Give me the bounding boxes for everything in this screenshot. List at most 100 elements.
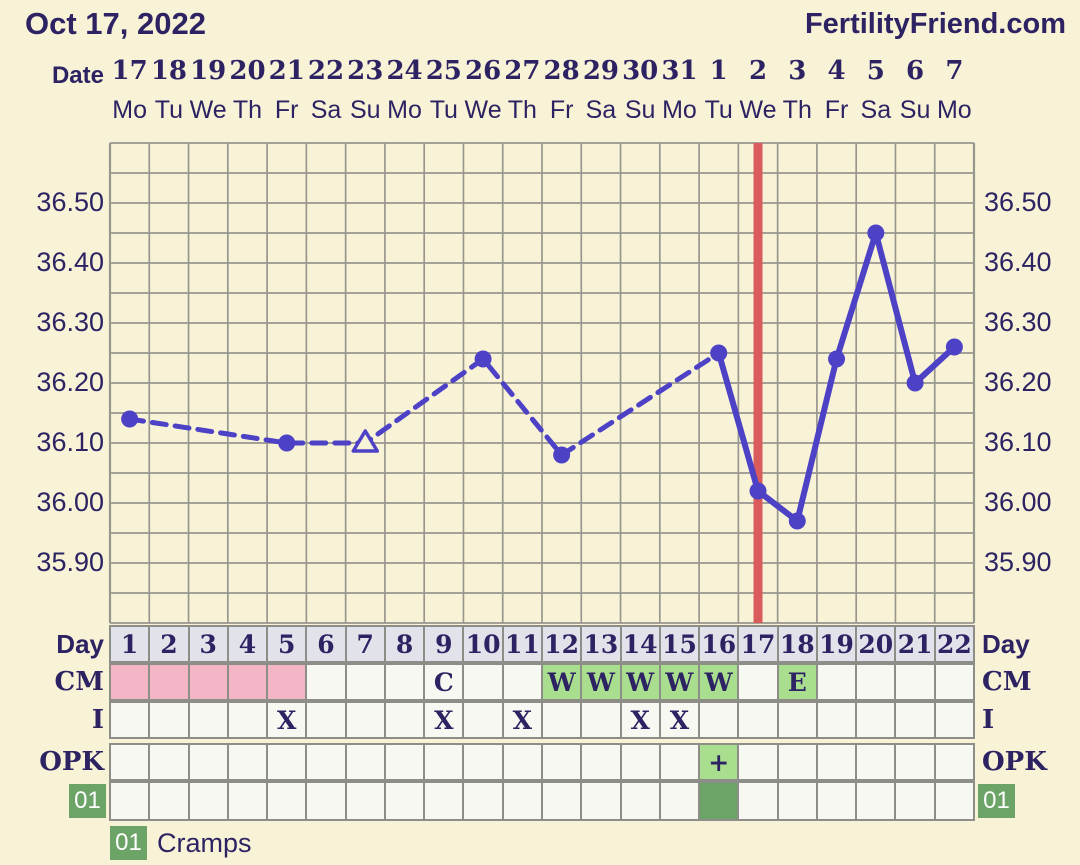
temp-point: [474, 350, 492, 368]
row-label-opk: OPK: [982, 747, 1047, 777]
cm-cell: W: [619, 663, 661, 701]
cm-cell: [462, 663, 504, 701]
opk-cell: [580, 743, 622, 781]
opk-cell: [658, 743, 701, 781]
opk-cell: [501, 743, 543, 781]
date-cell: 22: [307, 56, 345, 86]
day-cell: 10: [462, 625, 504, 663]
cm-cell: [383, 663, 426, 701]
custom-symbol-cell: [698, 781, 740, 821]
cm-cell: W: [698, 663, 740, 701]
intercourse-cell: [855, 701, 897, 739]
date-cell: 23: [347, 56, 384, 86]
custom-symbol-cell: [226, 781, 269, 821]
custom-symbol-cell: [933, 781, 975, 821]
legend-label: Cramps: [157, 827, 252, 858]
estimated-temp-marker: [351, 429, 380, 453]
temp-point: [867, 224, 885, 242]
temp-point: [121, 410, 139, 428]
date-cell: 19: [190, 56, 227, 86]
date-cell: 25: [425, 56, 462, 86]
date-cell: 17: [111, 56, 148, 86]
intercourse-cell: [737, 701, 779, 739]
weekday-cell: Sa: [310, 96, 342, 124]
weekday-cell: Mo: [387, 96, 422, 124]
custom-symbol-cell: [580, 781, 622, 821]
opk-cell: [894, 743, 936, 781]
day-cell: 22: [933, 625, 975, 663]
custom-symbol-cell: [344, 781, 386, 821]
opk-cell: [226, 743, 269, 781]
date-cell: 3: [788, 56, 807, 86]
cm-cell: W: [658, 663, 701, 701]
temp-point: [828, 350, 846, 368]
weekday-cell: Sa: [860, 96, 892, 124]
custom-symbol-cell: [737, 781, 779, 821]
row-label-opk: OPK: [39, 747, 104, 777]
weekday-cell: Sa: [585, 96, 617, 124]
row-label-i: I: [982, 705, 995, 735]
chart-date-title: Oct 17, 2022: [25, 6, 206, 41]
y-tick-label-left: 36.50: [36, 187, 104, 217]
day-cell: 15: [658, 625, 701, 663]
intercourse-cell: [580, 701, 622, 739]
y-tick-label-right: 36.30: [984, 307, 1052, 337]
date-cell: 27: [504, 56, 541, 86]
row-label-i: I: [91, 705, 104, 735]
cm-cell: [266, 663, 308, 701]
opk-cell: [776, 743, 818, 781]
day-cell: 17: [737, 625, 779, 663]
custom-symbol-cell: [462, 781, 504, 821]
cm-cell: [933, 663, 975, 701]
intercourse-cell: [383, 701, 426, 739]
temp-line-dashed: [127, 350, 722, 458]
weekday-cell: Mo: [936, 96, 972, 124]
weekday-cell: Tu: [154, 96, 184, 124]
custom-symbol-cell: [894, 781, 936, 821]
opk-cell: [187, 743, 229, 781]
weekday-cell: Mo: [112, 96, 147, 124]
temp-point: [278, 434, 296, 452]
custom-symbol-cell: [423, 781, 465, 821]
day-cell: 21: [894, 625, 936, 663]
weekday-cell: Su: [349, 96, 381, 124]
cm-cell: [226, 663, 269, 701]
intercourse-cell: [541, 701, 583, 739]
cm-cell: [148, 663, 190, 701]
opk-cell: [383, 743, 426, 781]
intercourse-cell: X: [423, 701, 465, 739]
intercourse-cell: [933, 701, 975, 739]
legend-symbol-badge: 01: [110, 826, 147, 860]
date-cell: 21: [268, 56, 305, 86]
opk-cell: [541, 743, 583, 781]
row-label-cm: CM: [54, 667, 104, 697]
day-cell: 16: [698, 625, 740, 663]
intercourse-cell: [305, 701, 347, 739]
intercourse-cell: [776, 701, 818, 739]
date-cell: 5: [866, 56, 885, 86]
opk-cell: [462, 743, 504, 781]
date-cell: 18: [150, 56, 187, 86]
temp-point: [945, 338, 963, 356]
temp-point: [553, 446, 571, 464]
day-cell: 6: [305, 625, 347, 663]
opk-cell: +: [698, 743, 740, 781]
weekday-cell: Fr: [824, 96, 849, 124]
y-tick-label-left: 36.40: [36, 247, 104, 277]
y-tick-label-left: 36.10: [36, 427, 104, 457]
date-cell: 31: [661, 56, 698, 86]
custom-symbol-cell: [305, 781, 347, 821]
day-cell: 20: [855, 625, 897, 663]
date-cell: 24: [386, 56, 423, 86]
opk-cell: [344, 743, 386, 781]
weekday-cell: We: [739, 96, 777, 124]
opk-cell: [305, 743, 347, 781]
date-cell: 1: [709, 56, 728, 86]
date-cell: 29: [582, 56, 619, 86]
weekday-cell: Su: [899, 96, 931, 124]
y-tick-label-left: 36.20: [36, 367, 104, 397]
date-cell: 28: [543, 56, 580, 86]
date-cell: 30: [622, 56, 659, 86]
weekday-cell: Tu: [704, 96, 733, 124]
opk-cell: [619, 743, 661, 781]
